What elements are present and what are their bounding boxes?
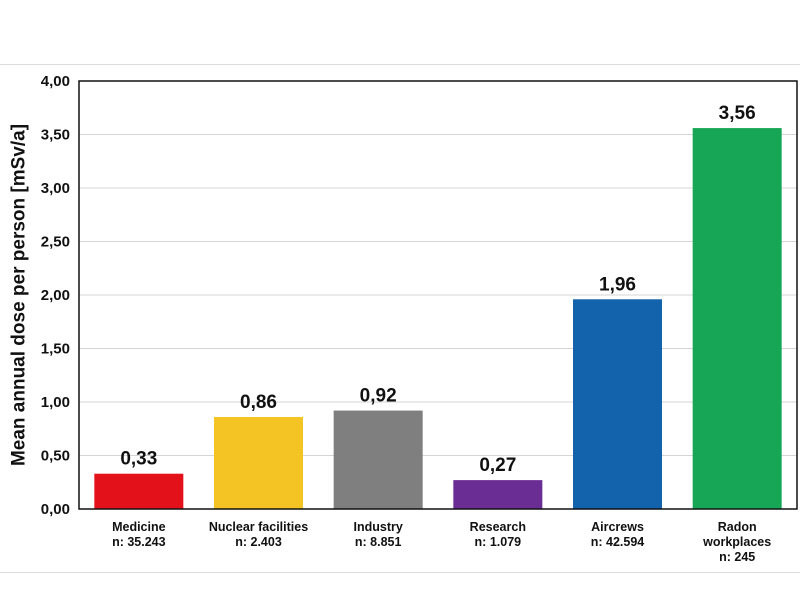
category-label: Nuclear facilities bbox=[209, 520, 308, 534]
y-tick-label: 2,50 bbox=[41, 234, 70, 251]
category-sublabel: workplaces bbox=[702, 535, 771, 549]
value-label: 0,92 bbox=[360, 386, 397, 407]
bar-radon bbox=[692, 128, 782, 509]
y-tick-label: 1,00 bbox=[41, 394, 70, 411]
bars bbox=[94, 128, 782, 509]
bar-industry bbox=[333, 410, 423, 509]
category-label: Research bbox=[470, 520, 526, 534]
value-label: 0,86 bbox=[240, 392, 277, 413]
y-tick-label: 2,00 bbox=[41, 287, 70, 304]
y-tick-label: 3,00 bbox=[41, 180, 70, 197]
value-label: 3,56 bbox=[719, 103, 756, 124]
gridlines bbox=[79, 134, 797, 456]
y-tick-label: 4,00 bbox=[41, 73, 70, 90]
bar-medicine bbox=[94, 473, 184, 509]
bottom-divider bbox=[0, 572, 800, 573]
category-label: Industry bbox=[354, 520, 403, 534]
y-tick-label: 0,50 bbox=[41, 448, 70, 465]
bar-nuclear-facilities bbox=[214, 416, 303, 509]
category-sublabel: n: 42.594 bbox=[591, 535, 645, 549]
y-tick-label: 3,50 bbox=[41, 127, 70, 144]
category-label: Medicine bbox=[112, 520, 166, 534]
category-sublabel: n: 35.243 bbox=[112, 535, 166, 549]
category-sublabel: n: 245 bbox=[719, 550, 755, 564]
category-sublabel: n: 8.851 bbox=[355, 535, 402, 549]
category-sublabel: n: 1.079 bbox=[475, 535, 522, 549]
value-label: 1,96 bbox=[599, 274, 636, 295]
y-axis-title: Mean annual dose per person [mSv/a] bbox=[9, 124, 30, 466]
category-label: Radon bbox=[718, 520, 757, 534]
category-label: Aircrews bbox=[591, 520, 644, 534]
category-sublabel: n: 2.403 bbox=[235, 535, 282, 549]
value-label: 0,33 bbox=[120, 449, 157, 470]
y-tick-label: 1,50 bbox=[41, 341, 70, 358]
value-labels: 0,33 0,86 0,92 0,27 1,96 3,56 bbox=[120, 103, 755, 476]
top-divider bbox=[0, 64, 800, 65]
bar-research bbox=[453, 480, 543, 509]
bar-aircrews bbox=[573, 299, 662, 509]
y-axis-ticks: 0,00 0,50 1,00 1,50 2,00 2,50 3,00 3,50 4,00 bbox=[41, 73, 70, 518]
y-tick-label: 0,00 bbox=[41, 501, 70, 518]
plot-area-frame bbox=[78, 80, 798, 510]
value-label: 0,27 bbox=[479, 455, 516, 476]
